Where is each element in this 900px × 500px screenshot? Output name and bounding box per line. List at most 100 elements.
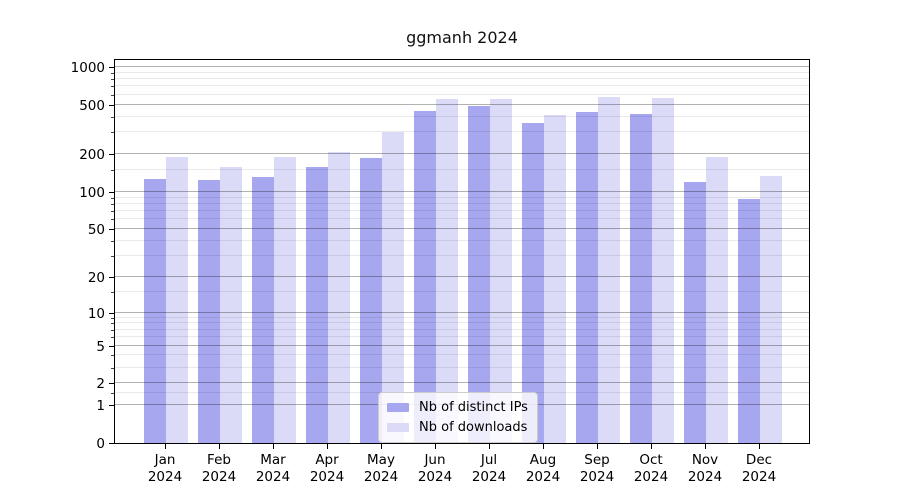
y-minor-tick-mark bbox=[111, 317, 114, 319]
y-tick-label: 0 bbox=[96, 436, 105, 452]
x-tick-label: Jan 2024 bbox=[147, 452, 183, 485]
y-minor-tick-mark bbox=[111, 197, 114, 199]
y-tick-mark bbox=[109, 345, 114, 347]
x-axis: Jan 2024 Feb 2024 Mar 2024 Apr 2024 May 2024 Jun 20… bbox=[114, 444, 810, 500]
y-tick-label: 1000 bbox=[70, 60, 105, 76]
bar-downloads bbox=[436, 99, 458, 443]
x-tick-mark bbox=[542, 444, 544, 449]
bar-downloads bbox=[706, 156, 728, 443]
y-minor-tick-mark bbox=[111, 219, 114, 221]
plot-area: Nb of distinct IPs Nb of downloads bbox=[114, 59, 810, 444]
y-minor-tick-mark bbox=[111, 323, 114, 325]
x-tick-label: Dec 2024 bbox=[741, 452, 777, 485]
bar-distinct-ips bbox=[468, 105, 490, 443]
y-minor-tick-mark bbox=[111, 169, 114, 171]
x-tick-label: Jun 2024 bbox=[417, 452, 453, 485]
x-tick-mark bbox=[326, 444, 328, 449]
bar-downloads bbox=[598, 97, 620, 443]
y-tick-mark bbox=[109, 405, 114, 407]
y-minor-tick-mark bbox=[111, 393, 114, 395]
y-minor-tick-mark bbox=[111, 79, 114, 81]
y-minor-tick-mark bbox=[111, 355, 114, 357]
x-tick-label: Nov 2024 bbox=[687, 452, 723, 485]
y-minor-tick-mark bbox=[111, 72, 114, 74]
bar-distinct-ips bbox=[252, 176, 274, 443]
y-tick-label: 20 bbox=[87, 270, 105, 287]
y-tick-label: 5 bbox=[96, 338, 105, 355]
y-minor-tick-mark bbox=[111, 116, 114, 118]
y-minor-tick-mark bbox=[111, 292, 114, 294]
bar-downloads bbox=[220, 167, 242, 443]
legend-label-downloads: Nb of downloads bbox=[419, 420, 528, 435]
bar-downloads bbox=[166, 156, 188, 443]
legend-label-distinct-ips: Nb of distinct IPs bbox=[419, 400, 528, 415]
y-tick-mark bbox=[109, 67, 114, 68]
y-minor-tick-mark bbox=[111, 256, 114, 258]
legend-item-distinct-ips: Nb of distinct IPs bbox=[387, 399, 528, 416]
bar-downloads bbox=[328, 151, 350, 443]
bar-downloads bbox=[652, 98, 674, 443]
y-tick-label: 100 bbox=[79, 184, 105, 201]
x-tick-mark bbox=[164, 444, 166, 449]
bar-downloads bbox=[490, 99, 512, 443]
y-tick-mark bbox=[109, 229, 114, 231]
bar-downloads bbox=[274, 157, 296, 443]
x-tick-mark bbox=[272, 444, 274, 449]
bar-distinct-ips bbox=[684, 182, 706, 443]
y-axis: 0 1 2 5 10 20 50 100 200 500 1000 bbox=[0, 59, 114, 452]
y-tick-mark bbox=[109, 191, 114, 193]
y-minor-tick-mark bbox=[111, 86, 114, 88]
legend: Nb of distinct IPs Nb of downloads bbox=[378, 392, 538, 443]
x-tick-label: Aug 2024 bbox=[525, 452, 561, 485]
x-tick-mark bbox=[434, 444, 436, 449]
y-tick-mark bbox=[109, 277, 114, 279]
x-tick-label: May 2024 bbox=[363, 452, 399, 485]
y-minor-tick-mark bbox=[111, 337, 114, 339]
y-tick-mark bbox=[109, 154, 114, 156]
x-tick-label: Sep 2024 bbox=[579, 452, 615, 485]
y-tick-label: 1 bbox=[96, 398, 105, 415]
bar-downloads bbox=[760, 176, 782, 443]
y-minor-tick-mark bbox=[111, 329, 114, 331]
x-tick-label: Feb 2024 bbox=[201, 452, 237, 485]
y-tick-mark bbox=[109, 383, 114, 385]
y-minor-tick-mark bbox=[111, 203, 114, 205]
bar-distinct-ips bbox=[522, 122, 544, 443]
y-minor-tick-mark bbox=[111, 211, 114, 213]
y-tick-label: 10 bbox=[87, 305, 105, 322]
bar-distinct-ips bbox=[630, 114, 652, 443]
bar-distinct-ips bbox=[576, 112, 598, 443]
y-tick-label: 2 bbox=[96, 376, 105, 393]
legend-swatch-downloads bbox=[387, 423, 409, 432]
bar-downloads bbox=[382, 132, 404, 443]
bar-downloads bbox=[544, 114, 566, 443]
x-tick-label: Apr 2024 bbox=[309, 452, 345, 485]
y-tick-label: 500 bbox=[79, 97, 105, 114]
bar-distinct-ips bbox=[414, 110, 436, 443]
x-tick-label: Oct 2024 bbox=[633, 452, 669, 485]
y-minor-tick-mark bbox=[111, 240, 114, 242]
x-tick-mark bbox=[650, 444, 652, 449]
bar-distinct-ips bbox=[306, 167, 328, 443]
bar-distinct-ips bbox=[360, 158, 382, 443]
bar-distinct-ips bbox=[738, 199, 760, 443]
x-tick-mark bbox=[380, 444, 382, 449]
x-tick-label: Mar 2024 bbox=[255, 452, 291, 485]
y-tick-mark bbox=[109, 443, 114, 444]
y-tick-label: 200 bbox=[79, 147, 105, 164]
legend-swatch-distinct-ips bbox=[387, 403, 409, 412]
y-tick-label: 50 bbox=[87, 222, 105, 239]
x-tick-mark bbox=[704, 444, 706, 449]
bar-distinct-ips bbox=[144, 179, 166, 443]
y-minor-tick-mark bbox=[111, 132, 114, 134]
x-tick-mark bbox=[488, 444, 490, 449]
bar-distinct-ips bbox=[198, 180, 220, 443]
chart-title: ggmanh 2024 bbox=[406, 28, 518, 47]
x-tick-label: Jul 2024 bbox=[471, 452, 507, 485]
x-tick-mark bbox=[758, 444, 760, 449]
x-tick-mark bbox=[596, 444, 598, 449]
y-minor-tick-mark bbox=[111, 367, 114, 369]
y-tick-mark bbox=[109, 104, 114, 106]
legend-item-downloads: Nb of downloads bbox=[387, 419, 528, 436]
